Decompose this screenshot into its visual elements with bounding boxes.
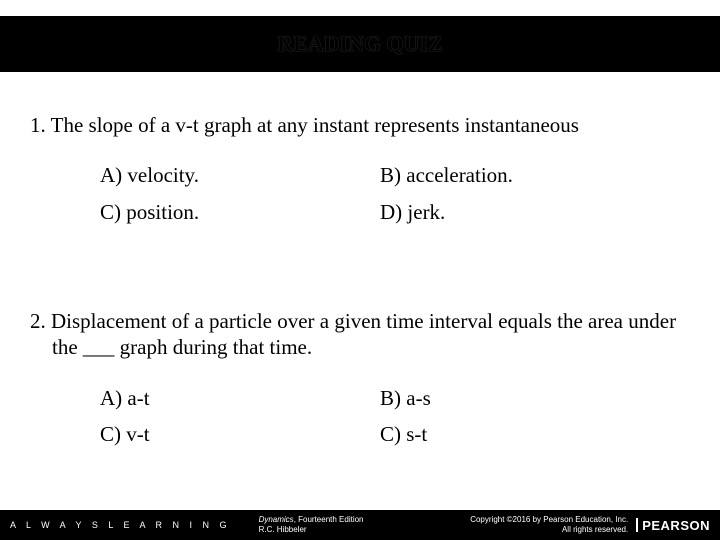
pearson-logo: PEARSON xyxy=(636,518,720,533)
footer-copy-line2: All rights reserved. xyxy=(470,525,628,535)
footer-credit-rest: , Fourteenth Edition xyxy=(294,515,364,524)
question-2-number: 2. xyxy=(30,309,46,333)
question-1-number: 1. xyxy=(30,113,46,137)
question-2-option-b: B) a-s xyxy=(380,385,660,411)
always-learning-text: A L W A Y S L E A R N I N G xyxy=(0,520,231,530)
question-1-text: The slope of a v-t graph at any instant … xyxy=(51,113,579,137)
question-2: 2. Displacement of a particle over a giv… xyxy=(30,308,690,447)
question-1-option-a: A) velocity. xyxy=(100,162,380,188)
question-2-option-d: C) s-t xyxy=(380,421,660,447)
question-1-option-c: C) position. xyxy=(100,199,380,225)
footer-credit: Dynamics, Fourteenth Edition R.C. Hibbel… xyxy=(231,515,364,534)
question-2-option-a: A) a-t xyxy=(100,385,380,411)
question-1-stem: 1. The slope of a v-t graph at any insta… xyxy=(30,112,690,138)
question-1-option-d: D) jerk. xyxy=(380,199,660,225)
question-1-options: A) velocity. B) acceleration. C) positio… xyxy=(30,162,690,225)
question-2-options: A) a-t B) a-s C) v-t C) s-t xyxy=(30,385,690,448)
pearson-logo-text: PEARSON xyxy=(642,518,710,533)
slide-title: READING QUIZ xyxy=(277,31,443,57)
footer-copyright: Copyright ©2016 by Pearson Education, In… xyxy=(470,515,636,534)
question-1-option-b: B) acceleration. xyxy=(380,162,660,188)
question-2-stem: 2. Displacement of a particle over a giv… xyxy=(30,308,690,361)
footer-copy-line1: Copyright ©2016 by Pearson Education, In… xyxy=(470,515,628,525)
footer-credit-line2: R.C. Hibbeler xyxy=(259,525,364,535)
footer-credit-italic: Dynamics xyxy=(259,515,294,524)
question-1: 1. The slope of a v-t graph at any insta… xyxy=(30,112,690,225)
footer-bar: A L W A Y S L E A R N I N G Dynamics, Fo… xyxy=(0,510,720,540)
footer-credit-line1: Dynamics, Fourteenth Edition xyxy=(259,515,364,525)
slide: READING QUIZ 1. The slope of a v-t graph… xyxy=(0,0,720,540)
question-2-text: Displacement of a particle over a given … xyxy=(51,309,676,359)
title-bar: READING QUIZ xyxy=(0,16,720,72)
pearson-logo-bar-icon xyxy=(636,518,638,532)
question-2-option-c: C) v-t xyxy=(100,421,380,447)
